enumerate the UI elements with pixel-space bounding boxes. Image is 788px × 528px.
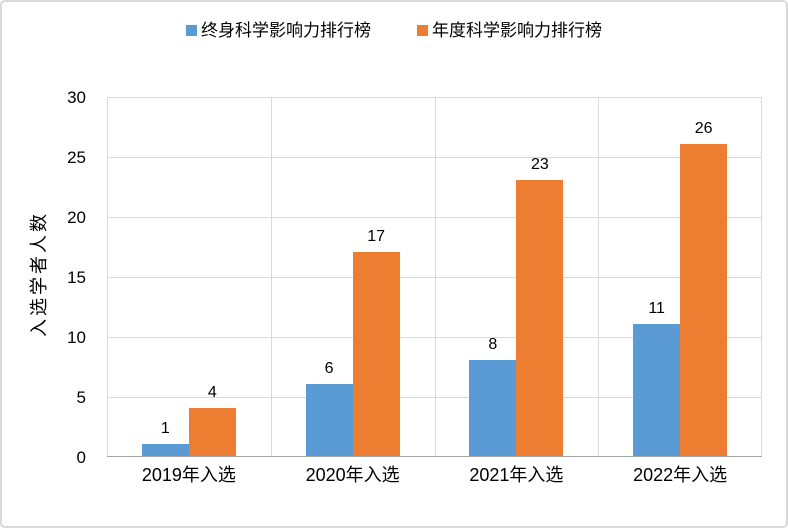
legend-label: 终身科学影响力排行榜 [201,21,371,40]
bar-data-label: 26 [694,120,713,137]
bar-data-label: 1 [160,420,170,437]
bar-2022年入选-series-2 [680,144,728,456]
x-axis-category-label: 2022年入选 [633,465,728,485]
bar-2020年入选-series-1 [305,384,353,456]
gridline-horizontal [107,96,762,98]
bar-2019年入选-series-1 [141,444,189,456]
gridline-vertical [107,97,108,457]
gridline-horizontal [107,336,762,338]
gridline-horizontal [107,276,762,278]
bar-2022年入选-series-1 [633,324,681,456]
x-axis-category-label: 2021年入选 [469,465,564,485]
y-axis-tick-label: 25 [67,148,86,167]
bar-2020年入选-series-2 [352,252,400,456]
legend-swatch-icon [417,25,428,36]
y-axis-tick-label: 20 [67,208,86,227]
gridline-vertical [435,97,436,457]
y-axis-tick-label: 30 [67,88,86,107]
bar-2021年入选-series-1 [469,360,517,456]
bar-data-label: 8 [488,336,498,353]
gridline-horizontal [107,156,762,158]
bar-2019年入选-series-2 [188,408,236,456]
legend-item-series-2: 年度科学影响力排行榜 [417,22,602,39]
plot-area: 1 4 6 17 8 23 11 26 [107,96,762,457]
legend-swatch-icon [186,25,197,36]
gridline-vertical [598,97,599,457]
y-axis-tick-label: 10 [67,328,86,347]
bar-data-label: 17 [367,228,386,245]
y-axis-tick-label: 15 [67,268,86,287]
gridline-vertical [761,97,762,457]
y-axis-tick-label: 0 [76,448,86,467]
x-axis-line [107,456,762,457]
bar-data-label: 6 [324,360,334,377]
gridline-vertical [271,97,272,457]
y-axis-tick-label: 5 [76,388,86,407]
bar-2021年入选-series-2 [516,180,564,456]
x-axis-category-label: 2019年入选 [141,465,236,485]
legend-item-series-1: 终身科学影响力排行榜 [186,22,371,39]
bar-data-label: 23 [530,156,549,173]
legend-label: 年度科学影响力排行榜 [432,21,602,40]
bar-data-label: 4 [207,384,217,401]
bar-data-label: 11 [648,300,665,317]
legend: 终身科学影响力排行榜 年度科学影响力排行榜 [2,22,786,39]
x-axis-category-label: 2020年入选 [305,465,400,485]
gridline-horizontal [107,396,762,398]
gridline-horizontal [107,216,762,218]
